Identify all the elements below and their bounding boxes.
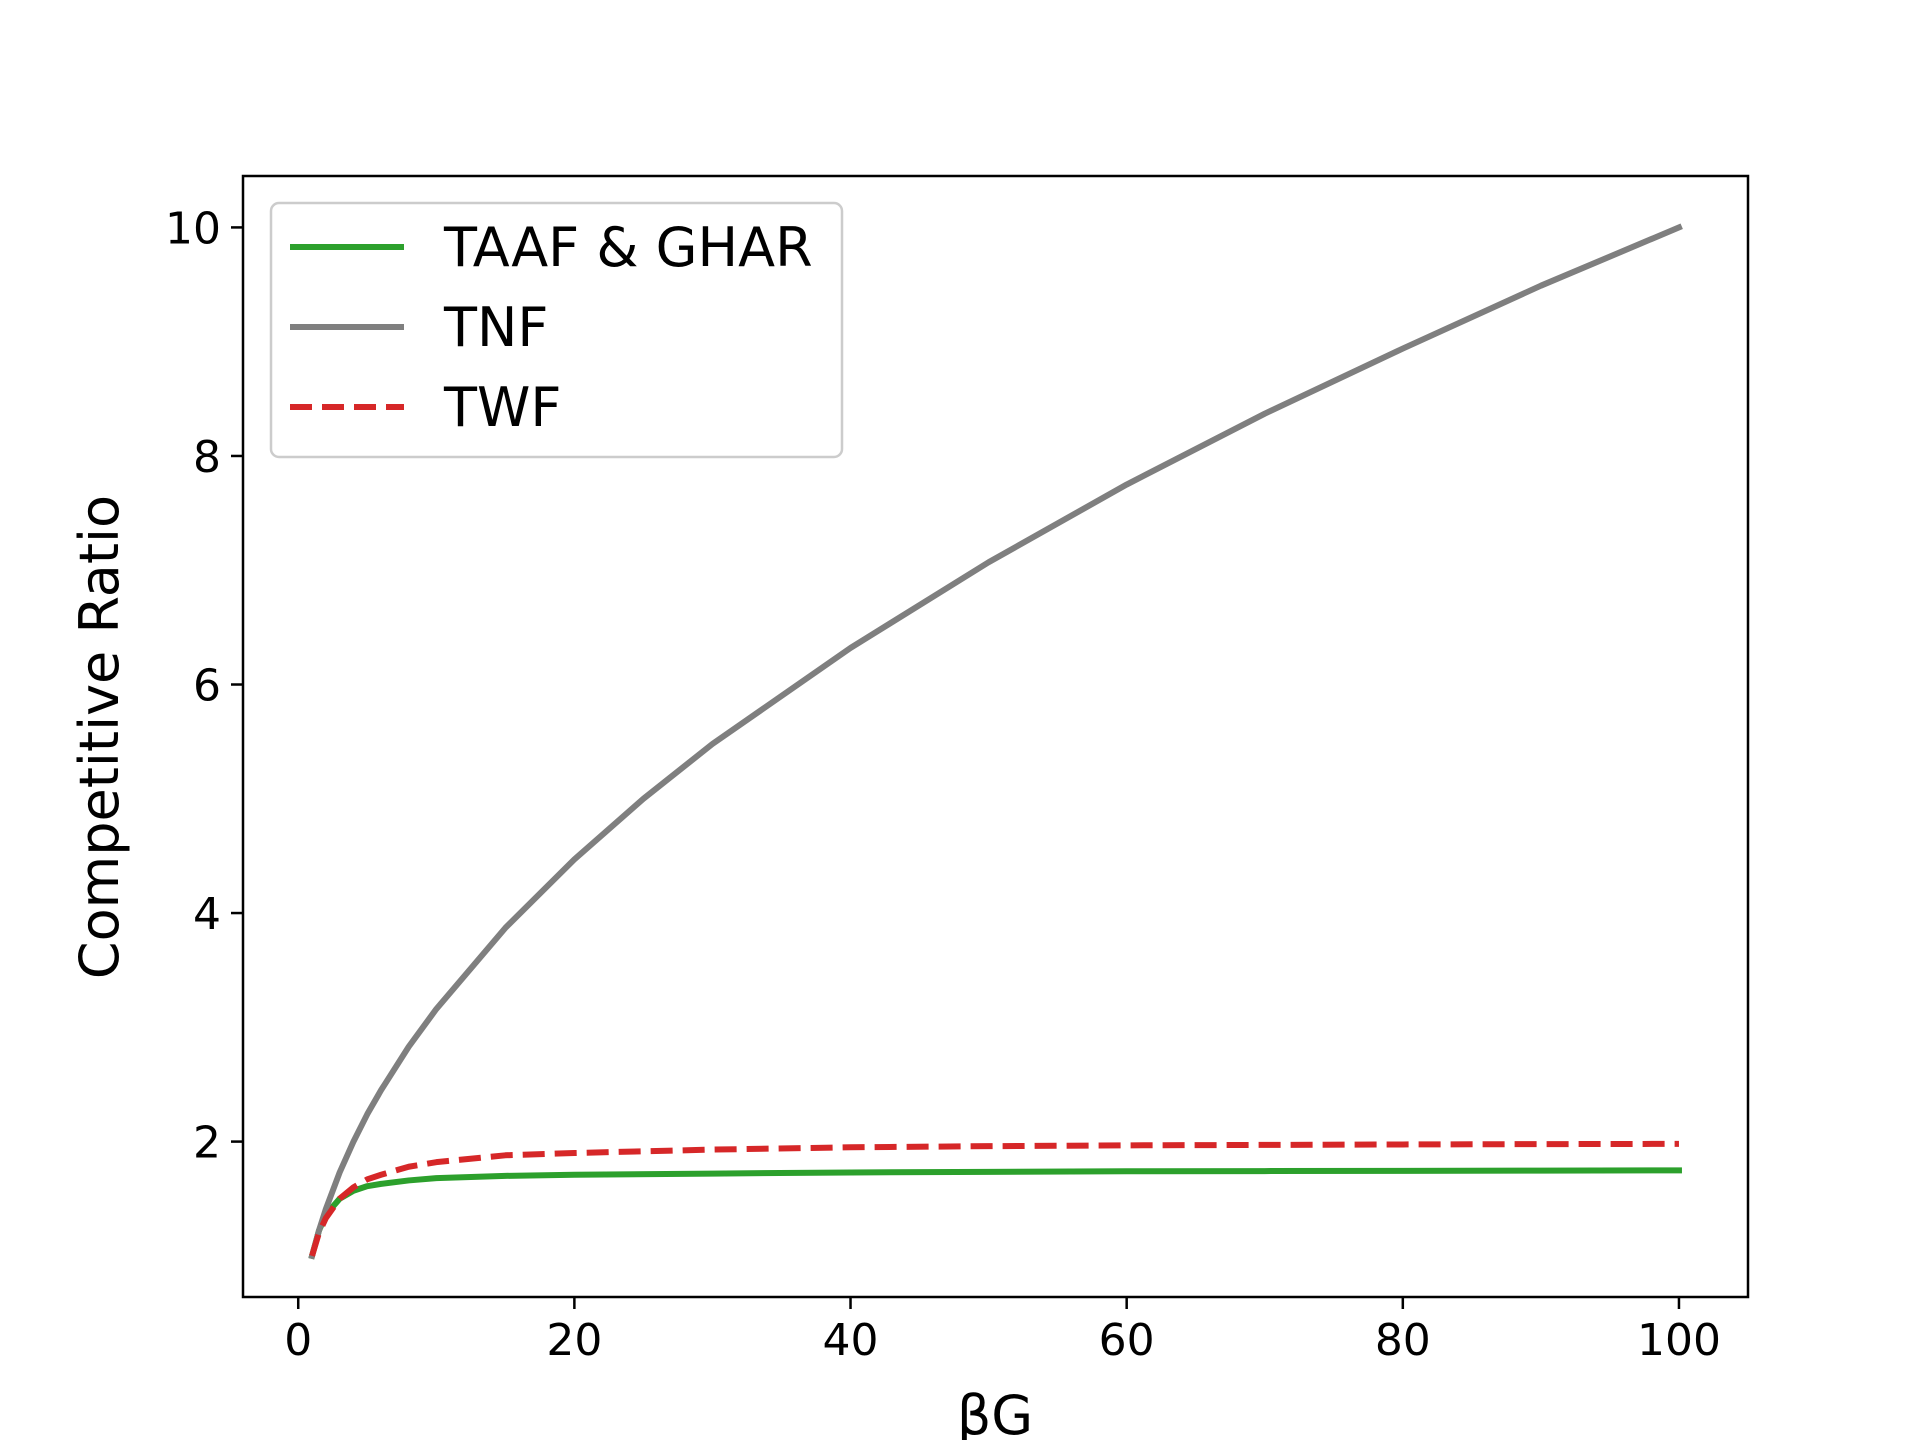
x-tick-label: 0	[284, 1315, 312, 1366]
legend: TAAF & GHAR TNF TWF	[269, 201, 844, 459]
y-tick-label: 8	[193, 432, 221, 483]
x-tick-label: 40	[823, 1315, 879, 1366]
legend-label-2: TNF	[443, 296, 548, 359]
x-tick-label: 100	[1637, 1315, 1721, 1366]
plot-area	[241, 174, 1750, 1299]
series-line-3	[309, 1140, 1679, 1257]
x-axis: 0 20 40 60 80 100	[284, 1297, 1721, 1366]
y-tick-label: 6	[193, 661, 221, 712]
y-tick-label: 4	[193, 889, 221, 940]
series-line-2	[308, 223, 1683, 1260]
y-tick-label: 2	[193, 1118, 221, 1169]
axes-frame	[241, 174, 1750, 1299]
x-tick-label: 20	[546, 1315, 602, 1366]
legend-label-3: TWF	[443, 376, 561, 439]
legend-box	[269, 201, 844, 459]
series-layer	[308, 223, 1683, 1260]
y-axis: 2 4 6 8 10	[165, 203, 243, 1169]
x-axis-label: βG	[957, 1384, 1033, 1440]
x-tick-label: 60	[1099, 1315, 1155, 1366]
x-tick-label: 80	[1375, 1315, 1431, 1366]
y-axis-label: Competitive Ratio	[68, 495, 131, 979]
y-tick-label: 10	[165, 203, 221, 254]
legend-label-1: TAAF & GHAR	[443, 216, 813, 279]
